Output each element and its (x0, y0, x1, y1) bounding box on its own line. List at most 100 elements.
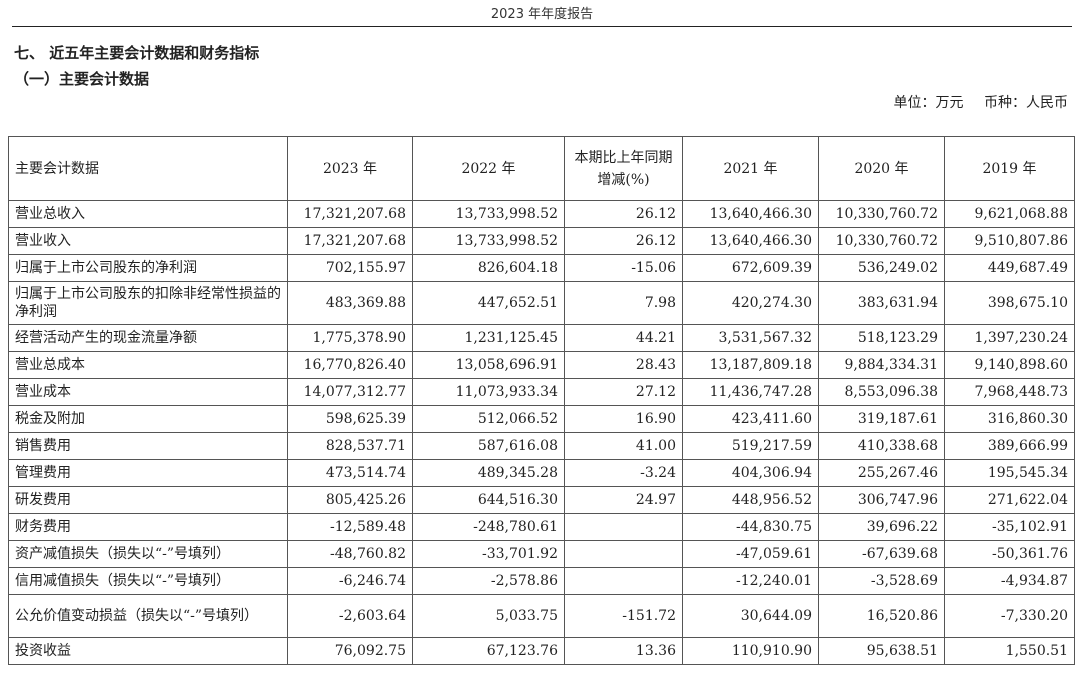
cell-y2022: 644,516.30 (412, 486, 565, 514)
cell-y2019: 271,622.04 (944, 486, 1075, 514)
table-row: 投资收益 76,092.75 67,123.76 13.36 110,910.90 95,… (8, 637, 1075, 665)
cell-y2022: 13,733,998.52 (412, 227, 565, 255)
row-label: 营业收入 (8, 227, 288, 255)
cell-y2020: 410,338.68 (818, 432, 945, 460)
table-row: 经营活动产生的现金流量净额 1,775,378.90 1,231,125.45 44.… (8, 324, 1075, 352)
cell-y2023: 16,770,826.40 (287, 351, 413, 379)
column-header-item: 主要会计数据 (8, 136, 288, 201)
column-header-change: 本期比上年同期增减(%) (564, 136, 683, 201)
cell-y2023: -6,246.74 (287, 567, 413, 595)
column-header-2021: 2021 年 (682, 136, 819, 201)
table-row: 营业成本 14,077,312.77 11,073,933.34 27.12 11,43… (8, 378, 1075, 406)
cell-y2022: 13,058,696.91 (412, 351, 565, 379)
cell-y2019: 195,545.34 (944, 459, 1075, 487)
accounting-data-table: 主要会计数据 2023 年 2022 年 本期比上年同期增减(%) 2021 年… (8, 136, 1075, 665)
cell-y2023: 805,425.26 (287, 486, 413, 514)
cell-y2021: 13,640,466.30 (682, 200, 819, 228)
table-row: 营业总成本 16,770,826.40 13,058,696.91 28.43 13,1… (8, 351, 1075, 379)
cell-y2023: 14,077,312.77 (287, 378, 413, 406)
cell-y2021: 30,644.09 (682, 594, 819, 638)
cell-y2020: 306,747.96 (818, 486, 945, 514)
cell-y2020: 16,520.86 (818, 594, 945, 638)
table-row: 营业总收入 17,321,207.68 13,733,998.52 26.12 13,6… (8, 200, 1075, 228)
cell-y2020: 10,330,760.72 (818, 200, 945, 228)
column-header-2023: 2023 年 (287, 136, 413, 201)
unit-label: 单位：万元 (893, 95, 964, 111)
cell-y2020: 95,638.51 (818, 637, 945, 665)
cell-y2021: 519,217.59 (682, 432, 819, 460)
cell-y2020: 383,631.94 (818, 281, 945, 325)
cell-y2019: -50,361.76 (944, 540, 1075, 568)
cell-y2021: 448,956.52 (682, 486, 819, 514)
section-title: 七、 近五年主要会计数据和财务指标 (14, 44, 260, 62)
cell-change: 7.98 (564, 281, 683, 325)
table-row: 公允价值变动损益（损失以“-”号填列） -2,603.64 5,033.75 -151… (8, 594, 1075, 638)
cell-change: -15.06 (564, 254, 683, 282)
cell-y2022: 587,616.08 (412, 432, 565, 460)
row-label: 资产减值损失（损失以“-”号填列） (8, 540, 288, 568)
table-row: 信用减值损失（损失以“-”号填列） -6,246.74 -2,578.86 -12,2… (8, 567, 1075, 595)
cell-y2020: 8,553,096.38 (818, 378, 945, 406)
cell-change (564, 567, 683, 595)
cell-y2022: 11,073,933.34 (412, 378, 565, 406)
cell-y2019: -7,330.20 (944, 594, 1075, 638)
cell-y2021: 420,274.30 (682, 281, 819, 325)
row-label: 管理费用 (8, 459, 288, 487)
row-label: 经营活动产生的现金流量净额 (8, 324, 288, 352)
table-row: 资产减值损失（损失以“-”号填列） -48,760.82 -33,701.92 -47… (8, 540, 1075, 568)
row-label: 公允价值变动损益（损失以“-”号填列） (8, 594, 288, 638)
cell-y2023: 17,321,207.68 (287, 200, 413, 228)
table-row: 研发费用 805,425.26 644,516.30 24.97 448,956.52 3… (8, 486, 1075, 514)
cell-y2019: 398,675.10 (944, 281, 1075, 325)
table-row: 财务费用 -12,589.48 -248,780.61 -44,830.75 39,69… (8, 513, 1075, 541)
cell-y2023: 473,514.74 (287, 459, 413, 487)
cell-y2020: 518,123.29 (818, 324, 945, 352)
cell-y2019: 449,687.49 (944, 254, 1075, 282)
cell-y2021: 423,411.60 (682, 405, 819, 433)
row-label: 税金及附加 (8, 405, 288, 433)
row-label: 营业总收入 (8, 200, 288, 228)
cell-y2023: 1,775,378.90 (287, 324, 413, 352)
row-label: 信用减值损失（损失以“-”号填列） (8, 567, 288, 595)
cell-y2020: 9,884,334.31 (818, 351, 945, 379)
page-header: 2023 年年度报告 (12, 0, 1072, 27)
cell-y2019: -35,102.91 (944, 513, 1075, 541)
cell-change: 26.12 (564, 227, 683, 255)
cell-change (564, 540, 683, 568)
cell-y2022: 1,231,125.45 (412, 324, 565, 352)
cell-y2021: -12,240.01 (682, 567, 819, 595)
cell-change: -3.24 (564, 459, 683, 487)
cell-y2022: 5,033.75 (412, 594, 565, 638)
cell-y2023: 76,092.75 (287, 637, 413, 665)
row-label: 投资收益 (8, 637, 288, 665)
cell-y2021: 13,640,466.30 (682, 227, 819, 255)
row-label: 财务费用 (8, 513, 288, 541)
cell-y2021: 110,910.90 (682, 637, 819, 665)
column-header-2022: 2022 年 (412, 136, 565, 201)
table-row: 管理费用 473,514.74 489,345.28 -3.24 404,306.94 2… (8, 459, 1075, 487)
cell-y2020: 10,330,760.72 (818, 227, 945, 255)
cell-y2022: 826,604.18 (412, 254, 565, 282)
cell-change (564, 513, 683, 541)
cell-y2021: 3,531,567.32 (682, 324, 819, 352)
table-header-row: 主要会计数据 2023 年 2022 年 本期比上年同期增减(%) 2021 年… (8, 136, 1075, 201)
cell-y2022: 67,123.76 (412, 637, 565, 665)
column-header-2020: 2020 年 (818, 136, 945, 201)
cell-y2022: -33,701.92 (412, 540, 565, 568)
cell-y2019: 1,397,230.24 (944, 324, 1075, 352)
cell-y2022: 489,345.28 (412, 459, 565, 487)
cell-y2023: -12,589.48 (287, 513, 413, 541)
cell-y2021: -44,830.75 (682, 513, 819, 541)
row-label: 归属于上市公司股东的净利润 (8, 254, 288, 282)
cell-change: 16.90 (564, 405, 683, 433)
cell-change: -151.72 (564, 594, 683, 638)
cell-y2019: 9,140,898.60 (944, 351, 1075, 379)
cell-y2022: -2,578.86 (412, 567, 565, 595)
cell-change: 26.12 (564, 200, 683, 228)
table-row: 销售费用 828,537.71 587,616.08 41.00 519,217.59 4… (8, 432, 1075, 460)
cell-y2021: 404,306.94 (682, 459, 819, 487)
subsection-title: （一）主要会计数据 (14, 70, 150, 88)
table-row: 税金及附加 598,625.39 512,066.52 16.90 423,411.60… (8, 405, 1075, 433)
cell-y2019: -4,934.87 (944, 567, 1075, 595)
cell-y2023: 828,537.71 (287, 432, 413, 460)
